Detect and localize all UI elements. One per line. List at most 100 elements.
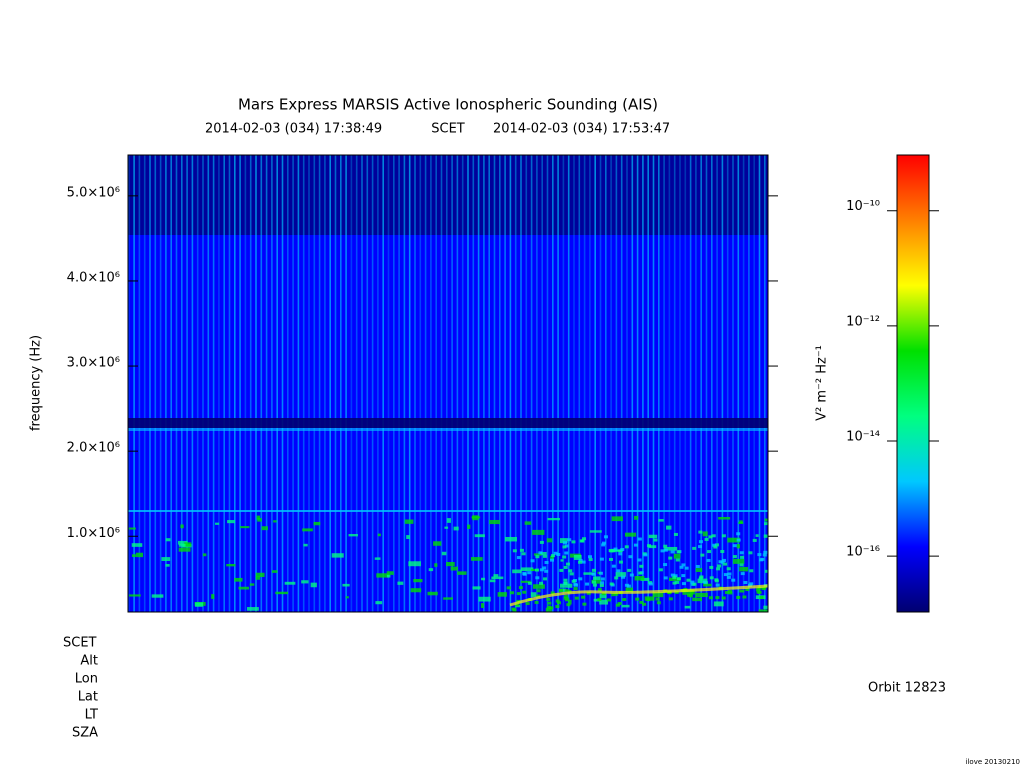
spectrogram-stripe <box>255 155 257 612</box>
spectrogram-stripe <box>732 155 734 612</box>
spectrogram-stripe <box>684 155 687 612</box>
spectrogram-echo <box>660 549 665 553</box>
spectrogram-echo <box>613 547 618 551</box>
spectrogram-stripe <box>562 155 565 612</box>
spectrogram-echo <box>592 583 597 587</box>
spectrogram-echo <box>724 591 729 595</box>
spectrogram-stripe <box>721 155 724 612</box>
spectrogram-echo <box>731 578 736 582</box>
spectrogram-echo <box>302 528 313 532</box>
spectrogram-echo <box>695 568 703 572</box>
spectrogram-echo <box>711 534 716 538</box>
spectrogram-echo <box>559 583 573 588</box>
spectrogram-echo <box>621 575 626 579</box>
spectrogram-echo <box>718 560 723 564</box>
spectrogram-echo <box>581 595 586 599</box>
spectrogram-stripe <box>446 155 448 612</box>
spectrogram-stripe <box>371 155 374 612</box>
spectrogram-echo <box>211 594 215 599</box>
spectrogram-echo <box>764 518 768 522</box>
spectrogram-echo <box>756 590 761 594</box>
spectrogram-echo <box>530 592 537 597</box>
spectrogram-echo <box>717 564 722 568</box>
spectrogram-echo <box>535 555 540 559</box>
spectrogram-echo <box>591 572 596 576</box>
spectrogram-echo <box>614 576 619 580</box>
spectrogram-echo <box>614 592 619 596</box>
spectrogram-echo <box>663 576 668 580</box>
spectrogram-stripe <box>578 155 581 612</box>
spectrogram-echo <box>246 607 259 611</box>
spectrogram-echo <box>533 584 545 589</box>
spectrogram-echo <box>271 570 278 573</box>
spectrogram-echo <box>569 572 574 576</box>
spectrogram-stripe <box>324 155 326 612</box>
spectrogram-stripe <box>340 155 342 612</box>
spectrogram-echo <box>656 601 661 605</box>
spectrogram-echo <box>648 545 657 549</box>
spectrogram-echo <box>723 573 728 577</box>
spectrogram-echo <box>712 543 717 547</box>
spectrogram-echo <box>755 534 759 537</box>
spectrogram-echo <box>443 597 453 600</box>
spectrogram-echo <box>681 563 686 567</box>
spectrogram-echo <box>715 596 720 600</box>
spectrogram-echo <box>542 566 547 570</box>
spectrogram-echo <box>679 565 684 569</box>
spectrogram-echo <box>716 567 721 571</box>
spectrogram-echo <box>374 557 381 560</box>
spectrogram-stripe <box>605 155 607 612</box>
spectrogram-echo <box>726 575 731 579</box>
spectrogram-echo <box>706 558 711 562</box>
spectrogram-echo <box>732 558 745 564</box>
spectrogram-echo <box>428 568 434 572</box>
spectrogram-stripe <box>631 155 634 612</box>
spectrogram-echo <box>672 581 677 585</box>
spectrogram-echo <box>556 552 561 556</box>
spectrogram-stripe <box>615 155 618 612</box>
spectrogram-echo <box>525 602 530 606</box>
spectrogram-echo <box>692 597 702 602</box>
spectrogram-stripe <box>668 155 671 612</box>
spectrogram-echo <box>675 558 680 562</box>
spectrogram-echo <box>759 596 764 600</box>
y-tick-label: 5.0×10⁶ <box>67 185 120 200</box>
spectrogram-echo <box>663 544 668 548</box>
spectrogram-echo <box>550 555 554 561</box>
spectrogram-echo <box>622 598 627 602</box>
spectrogram-echo <box>675 580 680 584</box>
spectrogram-echo <box>615 572 626 577</box>
spectrogram-stripe <box>403 155 406 612</box>
spectrogram-echo <box>377 533 381 537</box>
spectrogram-stripe <box>525 155 528 612</box>
spectrogram-echo <box>695 592 708 598</box>
spectrogram-echo <box>558 588 563 592</box>
spectrogram-echo <box>581 560 586 564</box>
spectrogram-stripe <box>599 155 602 612</box>
spectrogram-echo <box>629 573 634 577</box>
colorbar-label: V² m⁻² Hz⁻¹ <box>815 345 830 421</box>
spectrogram-echo <box>704 537 709 541</box>
spectrogram-echo <box>571 579 576 583</box>
spectrogram-echo <box>563 541 568 545</box>
spectrogram-echo <box>721 534 726 538</box>
spectrogram-echo <box>450 566 458 571</box>
y-tick-label: 1.0×10⁶ <box>67 526 120 541</box>
spectrogram-echo <box>566 603 571 607</box>
spectrogram-echo <box>713 545 718 549</box>
spectrogram-echo <box>342 583 350 587</box>
spectrogram-echo <box>713 601 724 607</box>
spectrogram-echo <box>749 569 754 573</box>
spectrogram-stripe <box>716 155 718 612</box>
spectrogram-echo <box>533 553 542 556</box>
spectrogram-echo <box>627 568 632 572</box>
spectrogram-echo <box>708 535 713 539</box>
spectrogram-stripe <box>493 155 496 612</box>
spectrogram-echo <box>275 591 289 595</box>
spectrogram-echo <box>624 545 629 549</box>
spectrogram-band <box>128 428 768 431</box>
spectrogram-stripe <box>737 155 740 612</box>
spectrogram-echo <box>427 591 438 596</box>
spectrogram-echo <box>714 579 719 583</box>
colorbar-tick-label: 10⁻¹⁰ <box>846 199 880 214</box>
